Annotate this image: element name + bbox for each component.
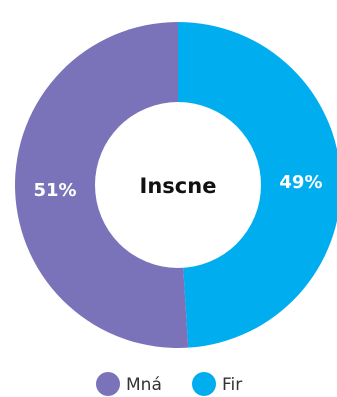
- slice-label-0: 49%: [279, 172, 322, 193]
- donut-hole: [95, 102, 261, 268]
- slice-labels: 49% 51%: [34, 172, 323, 201]
- legend: Mná Fir: [96, 372, 242, 396]
- legend-swatch-1: [192, 372, 216, 396]
- center-label: Inscne: [140, 174, 217, 198]
- legend-swatch-0: [96, 372, 120, 396]
- legend-label-1: Fir: [222, 375, 242, 395]
- slice-label-1: 51%: [34, 180, 77, 201]
- legend-label-0: Mná: [126, 375, 162, 395]
